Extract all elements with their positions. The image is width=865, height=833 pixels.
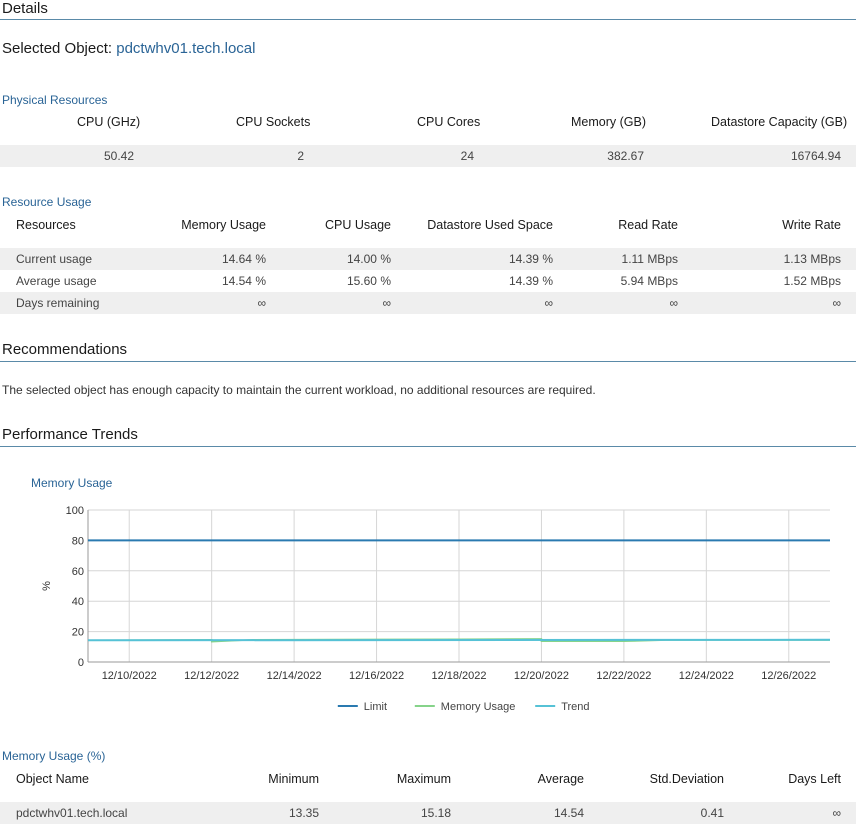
- x-tick-label: 12/20/2022: [514, 670, 569, 682]
- memory-usage-table-heading: Memory Usage (%): [2, 749, 106, 763]
- col-resources: Resources: [16, 218, 76, 232]
- y-tick-label: 40: [72, 596, 84, 608]
- col-memory-gb: Memory (GB): [571, 115, 646, 129]
- y-tick-label: 20: [72, 627, 84, 639]
- memory-usage-value: ∞: [257, 296, 266, 310]
- col-cpu-ghz: CPU (GHz): [77, 115, 141, 129]
- memory-usage-value: 14.54 %: [221, 274, 266, 288]
- resource-usage-table: Resources Memory Usage CPU Usage Datasto…: [0, 214, 856, 236]
- col-cpu-cores: CPU Cores: [417, 115, 481, 129]
- x-tick-label: 12/24/2022: [679, 670, 734, 682]
- write-rate-value: 1.52 MBps: [783, 274, 841, 288]
- col-maximum: Maximum: [396, 772, 451, 786]
- cpu-usage-value: 15.60 %: [346, 274, 391, 288]
- datastore-used-value: 14.39 %: [508, 274, 553, 288]
- x-tick-label: 12/14/2022: [267, 670, 322, 682]
- minimum-value: 13.35: [288, 806, 319, 820]
- table-row: Average usage 14.54 % 15.60 % 14.39 % 5.…: [0, 270, 856, 292]
- days-left-value: ∞: [832, 806, 841, 820]
- y-axis-label: %: [41, 581, 53, 591]
- col-minimum: Minimum: [268, 772, 319, 786]
- read-rate-value: 1.11 MBps: [621, 252, 678, 266]
- memtable-header-row: Object Name Minimum Maximum Average Std.…: [0, 768, 856, 790]
- x-tick-label: 12/16/2022: [349, 670, 404, 682]
- col-std-deviation: Std.Deviation: [649, 772, 724, 786]
- x-tick-label: 12/12/2022: [184, 670, 239, 682]
- details-divider: [0, 19, 856, 20]
- col-cpu-usage: CPU Usage: [325, 218, 391, 232]
- memory-usage-chart: 0 20 40 60 80 100 12/10/2022 12/12/2022 12/14/20…: [41, 505, 831, 713]
- average-value: 14.54: [553, 806, 584, 820]
- physical-resources-heading: Physical Resources: [2, 93, 108, 107]
- row-label: Current usage: [16, 252, 93, 266]
- recommendations-heading: Recommendations: [2, 341, 128, 358]
- memory-usage-value: 14.64 %: [221, 252, 266, 266]
- col-memory-usage: Memory Usage: [181, 218, 266, 232]
- col-cpu-sockets: CPU Sockets: [236, 115, 311, 129]
- x-tick-label: 12/10/2022: [102, 670, 157, 682]
- value-cpu-ghz: 50.42: [103, 149, 134, 163]
- table-row: Days remaining ∞ ∞ ∞ ∞ ∞: [0, 292, 856, 314]
- cpu-usage-value: ∞: [382, 296, 391, 310]
- physical-header-row: CPU (GHz) CPU Sockets CPU Cores Memory (…: [0, 111, 856, 133]
- x-tick-label: 12/26/2022: [761, 670, 816, 682]
- resource-usage-heading: Resource Usage: [2, 195, 92, 209]
- col-datastore-capacity: Datastore Capacity (GB): [711, 115, 848, 129]
- selected-object-link[interactable]: pdctwhv01.tech.local: [116, 40, 256, 57]
- usage-header-row: Resources Memory Usage CPU Usage Datasto…: [0, 214, 856, 236]
- physical-value-row: 50.42 2 24 382.67 16764.94: [0, 145, 856, 167]
- y-tick-label: 0: [78, 657, 84, 669]
- legend-label: Trend: [561, 701, 589, 713]
- recommendation-text: The selected object has enough capacity …: [2, 383, 596, 397]
- object-name-value: pdctwhv01.tech.local: [16, 806, 128, 820]
- table-row: Current usage 14.64 % 14.00 % 14.39 % 1.…: [0, 248, 856, 270]
- table-row: pdctwhv01.tech.local 13.35 15.18 14.54 0…: [0, 802, 856, 824]
- details-heading: Details: [2, 0, 48, 17]
- value-cpu-cores: 24: [460, 149, 474, 163]
- performance-trends-divider: [0, 446, 856, 447]
- series-line-trend: [87, 638, 831, 642]
- col-read-rate: Read Rate: [618, 218, 678, 232]
- cpu-usage-value: 14.00 %: [346, 252, 391, 266]
- resource-usage-body: Current usage 14.64 % 14.00 % 14.39 % 1.…: [0, 248, 856, 314]
- row-label: Days remaining: [16, 296, 100, 310]
- col-datastore-used: Datastore Used Space: [427, 218, 553, 232]
- datastore-used-value: ∞: [544, 296, 553, 310]
- std-deviation-value: 0.41: [700, 806, 724, 820]
- write-rate-value: ∞: [832, 296, 841, 310]
- physical-values: 50.42 2 24 382.67 16764.94: [0, 145, 856, 167]
- col-object-name: Object Name: [16, 772, 89, 786]
- physical-resources-table: CPU (GHz) CPU Sockets CPU Cores Memory (…: [0, 111, 856, 133]
- legend-label: Memory Usage: [441, 701, 516, 713]
- performance-trends-heading: Performance Trends: [2, 426, 138, 443]
- value-datastore-capacity: 16764.94: [790, 149, 841, 163]
- chart-title: Memory Usage: [31, 476, 113, 490]
- selected-object: Selected Object: pdctwhv01.tech.local: [2, 40, 255, 57]
- value-cpu-sockets: 2: [297, 149, 304, 163]
- recommendations-divider: [0, 361, 856, 362]
- col-average: Average: [537, 772, 584, 786]
- memory-usage-table: Object Name Minimum Maximum Average Std.…: [0, 768, 856, 790]
- y-tick-label: 80: [72, 535, 84, 547]
- col-write-rate: Write Rate: [782, 218, 841, 232]
- write-rate-value: 1.13 MBps: [783, 252, 841, 266]
- x-tick-label: 12/22/2022: [596, 670, 651, 682]
- value-memory-gb: 382.67: [607, 149, 644, 163]
- maximum-value: 15.18: [420, 806, 451, 820]
- datastore-used-value: 14.39 %: [508, 252, 553, 266]
- read-rate-value: ∞: [669, 296, 678, 310]
- legend-label: Limit: [364, 701, 387, 713]
- read-rate-value: 5.94 MBps: [620, 274, 678, 288]
- col-days-left: Days Left: [788, 772, 841, 786]
- selected-object-label: Selected Object:: [2, 40, 113, 57]
- row-label: Average usage: [16, 274, 97, 288]
- memory-usage-table-body: pdctwhv01.tech.local 13.35 15.18 14.54 0…: [0, 802, 856, 824]
- y-tick-label: 100: [66, 505, 84, 517]
- x-tick-label: 12/18/2022: [431, 670, 486, 682]
- y-tick-label: 60: [72, 566, 84, 578]
